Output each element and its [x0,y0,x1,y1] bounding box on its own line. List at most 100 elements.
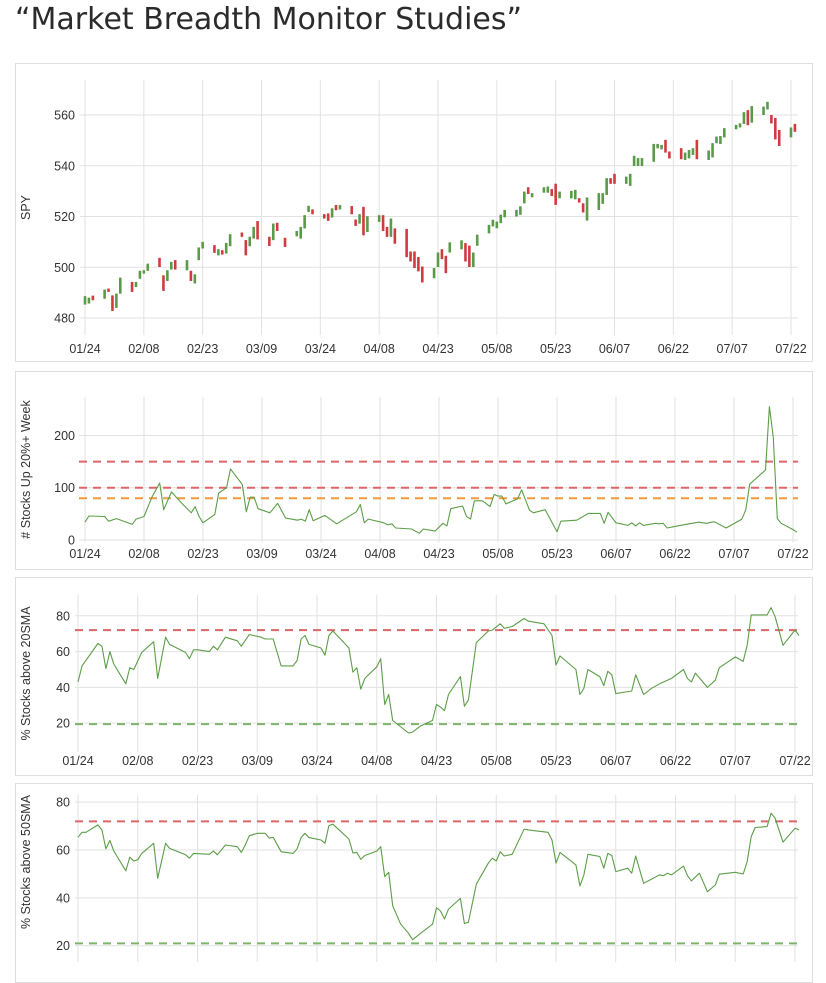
candle [436,252,440,267]
candle [495,221,499,229]
x-tick-label: 01/24 [69,547,100,561]
candle [162,275,165,291]
y-tick-label: 20 [56,939,70,953]
x-tick-label: 07/22 [779,754,810,768]
candle [597,193,601,210]
x-tick-label: 06/22 [658,342,689,356]
candle [487,224,491,234]
y-tick-label: 200 [54,429,75,443]
candle [119,277,122,294]
stocks-above-20sma-chart: 01/24 02/08 02/23 03/09 03/24 04/08 04/23 05/08… [19,595,811,768]
candle [546,186,550,193]
candle [413,251,416,269]
candle [499,214,503,224]
y-tick-label: 560 [54,109,75,123]
x-tick-label: 04/23 [421,754,452,768]
candle [519,206,522,215]
y-tick-label: 540 [54,159,75,173]
x-tick-label: 06/22 [659,547,690,561]
candle [577,198,581,203]
candle [601,193,605,204]
candle [656,143,659,149]
y-tick-label: 40 [56,891,70,905]
x-tick-label: 04/08 [361,754,392,768]
candle [636,158,640,167]
x-tick-label: 07/07 [720,754,751,768]
candle [87,297,91,304]
x-tick-label: 01/24 [69,342,100,356]
x-tick-label: 02/08 [128,342,159,356]
candle [244,240,248,256]
candle [609,178,612,184]
candle [491,219,495,227]
y-tick-label: 480 [54,312,75,326]
candle [522,191,526,204]
x-tick-label: 03/09 [246,342,277,356]
candle [256,221,259,240]
x-tick-label: 03/24 [301,754,332,768]
candle [515,209,518,217]
x-tick-label: 03/09 [242,754,273,768]
y-axis-label: SPY [19,194,33,220]
candle [271,223,275,241]
candle [389,218,393,237]
x-tick-label: 07/22 [775,342,806,356]
candle [91,295,95,301]
series-line [77,607,800,734]
x-tick-label: 02/23 [187,547,218,561]
candle [228,234,232,247]
x-tick-label: 02/08 [128,547,159,561]
candle [354,219,357,226]
candle [169,261,173,270]
x-tick-label: 05/23 [541,547,572,561]
y-tick-label: 60 [56,645,70,659]
candle [138,270,142,279]
stocks-up-20pct-week-chart: 01/24 02/08 02/23 03/09 03/24 04/08 04/23 05/08… [19,397,809,561]
x-tick-label: 05/23 [540,754,571,768]
candle [220,250,224,255]
candle [393,228,397,244]
candle [664,139,667,153]
x-tick-label: 02/23 [182,754,213,768]
candle [417,257,420,272]
candle [295,230,299,237]
x-tick-label: 05/23 [540,342,571,356]
x-tick-label: 05/08 [481,754,512,768]
candle [421,266,424,283]
candle [605,178,608,195]
candle [475,234,479,246]
candle [185,260,189,271]
candle [217,249,220,256]
y-axis-label: # Stocks Up 20%+ Week [19,400,33,539]
x-tick-label: 06/07 [600,754,631,768]
candle [240,232,244,237]
x-tick-label: 05/08 [482,547,513,561]
candle [695,139,699,160]
stocks-above-20sma-panel: 01/24 02/08 02/23 03/09 03/24 04/08 04/23 05/08… [15,577,813,776]
candle [248,236,252,247]
candle [715,136,718,144]
x-tick-label: 02/08 [122,754,153,768]
spy-candlestick-chart: 01/24 02/08 02/23 03/09 03/24 04/08 04/23 05/08… [19,80,807,356]
x-tick-label: 03/24 [305,547,336,561]
candle [142,270,146,274]
candle [385,226,389,237]
candle [679,148,683,160]
series-line [77,812,800,941]
candle [440,249,444,260]
candle [193,274,197,284]
y-axis-label: % Stocks above 50SMA [19,794,33,929]
y-axis-label: % Stocks above 20SMA [19,606,33,741]
candle [503,209,506,218]
candle [358,214,361,224]
candle [581,203,585,213]
x-tick-label: 06/07 [600,547,631,561]
candle [275,222,279,231]
x-tick-label: 06/07 [599,342,630,356]
candle [558,191,561,199]
candle [381,215,385,231]
x-tick-label: 02/23 [187,342,218,356]
y-tick-label: 40 [56,681,70,695]
candle [362,206,365,236]
candle [448,242,452,253]
